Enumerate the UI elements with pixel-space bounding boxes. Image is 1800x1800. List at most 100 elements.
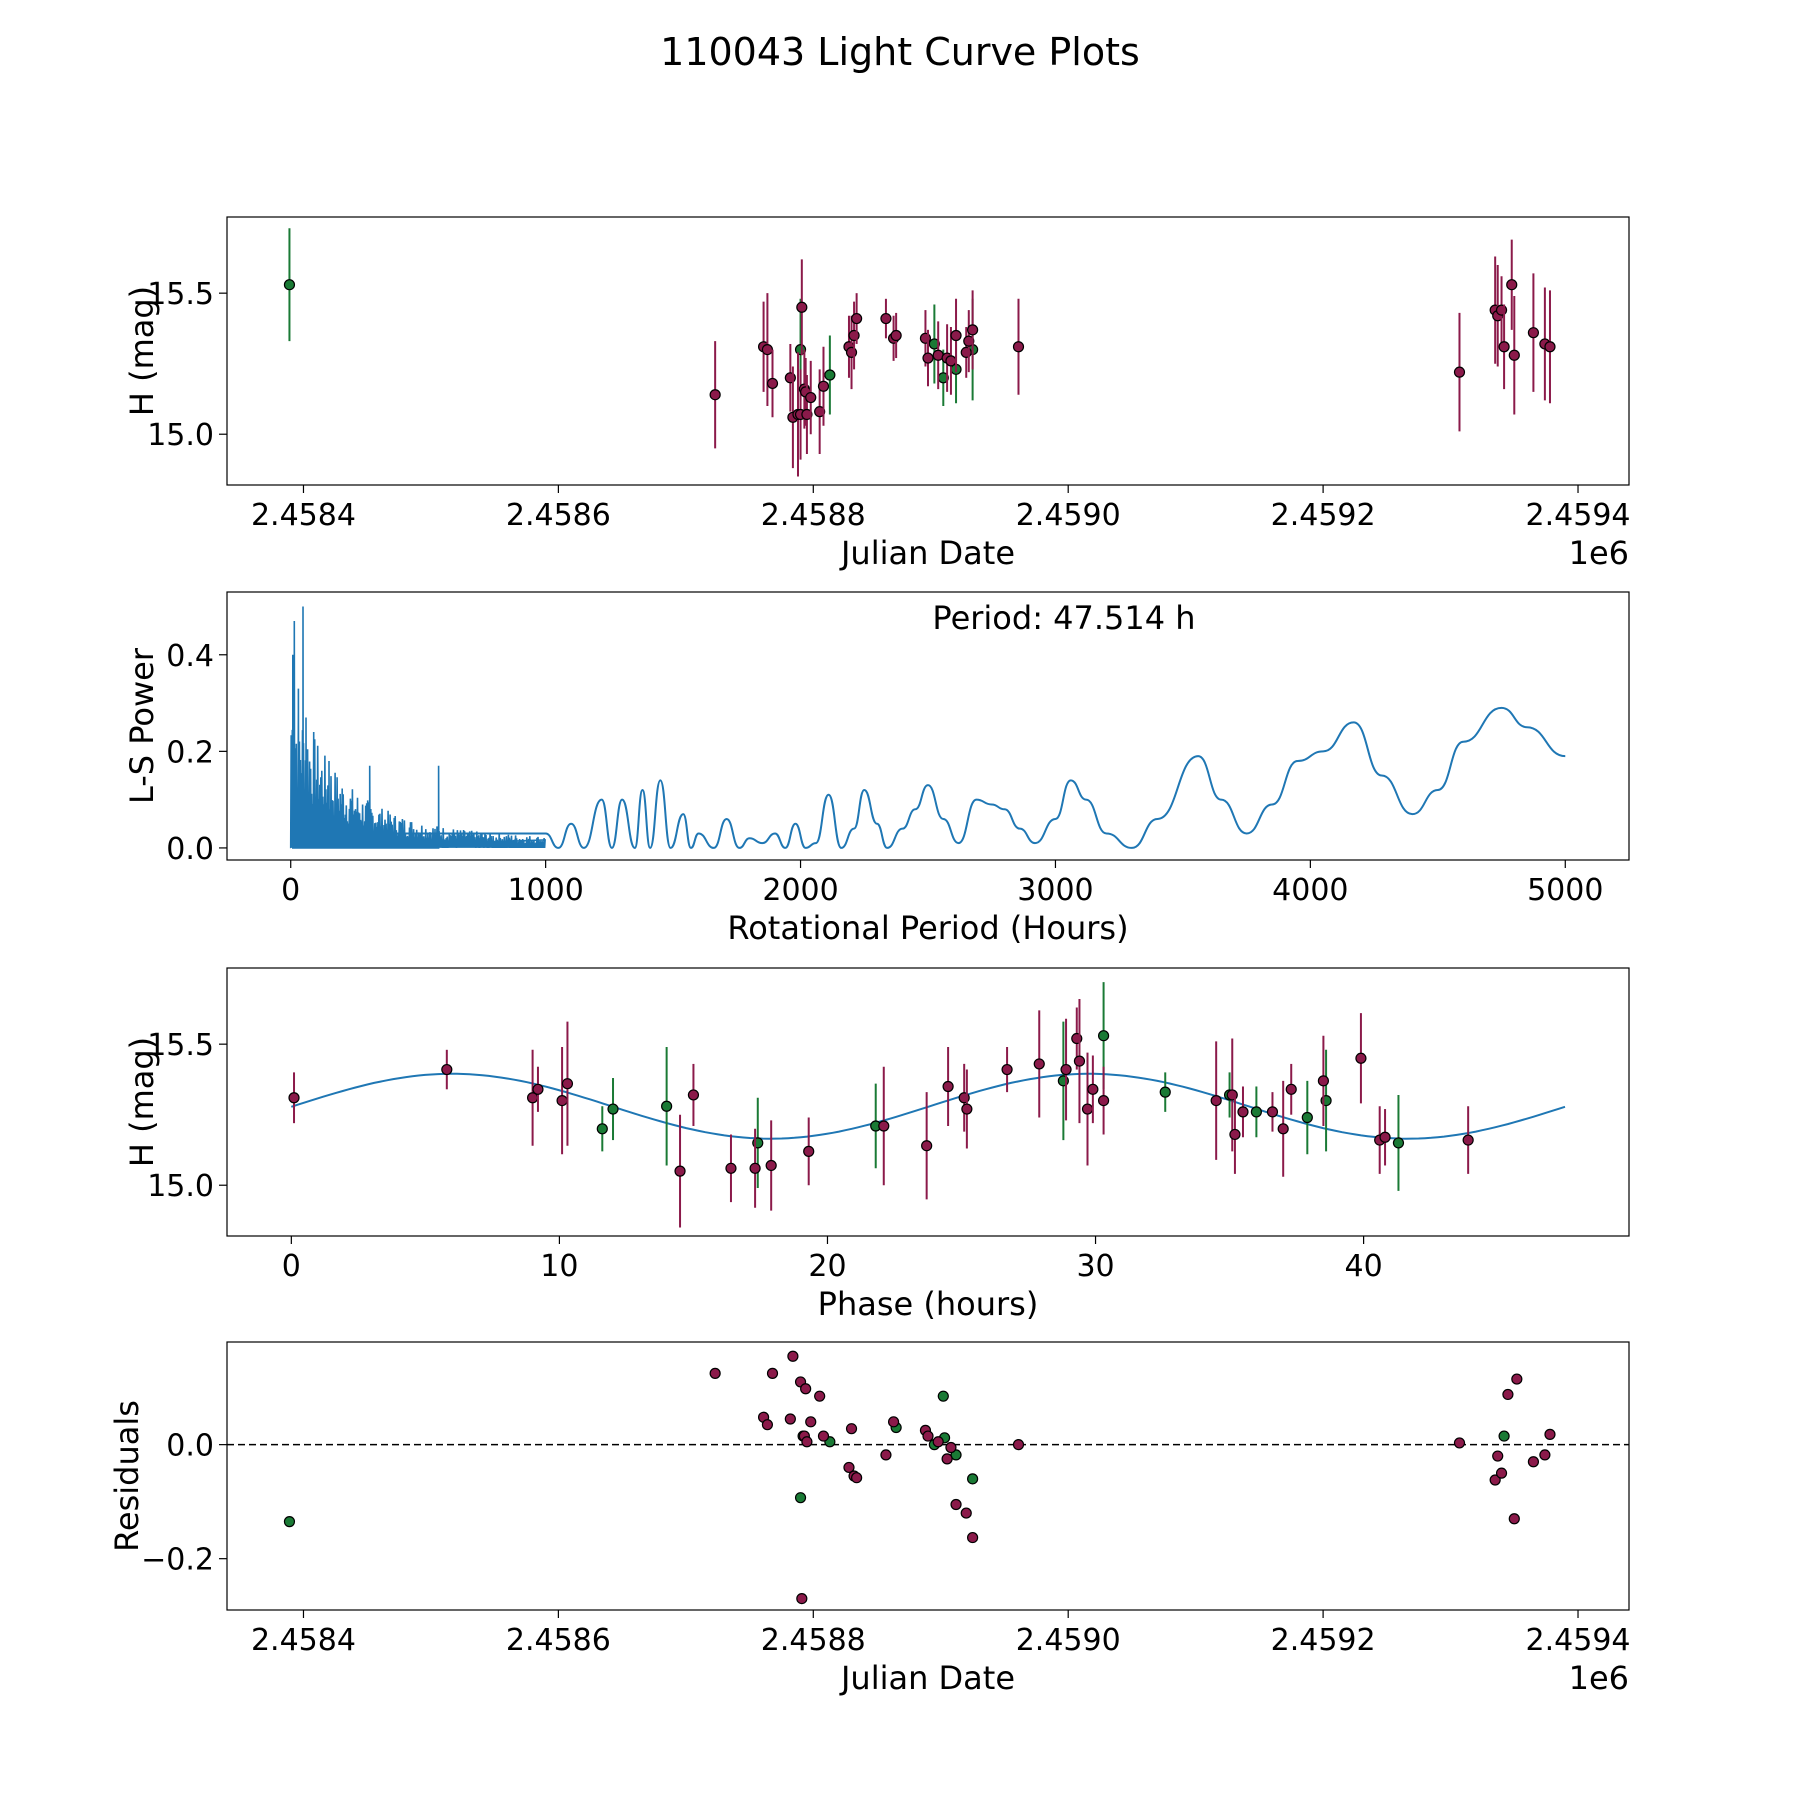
data-point: [1462, 1134, 1474, 1146]
data-point: [851, 1472, 863, 1484]
data-point: [1489, 1474, 1501, 1486]
y-tick-label: 0.0: [166, 1429, 214, 1464]
data-point: [1250, 1106, 1262, 1118]
residuals-offset-label: 1e6: [1569, 1659, 1629, 1697]
data-point: [1229, 1128, 1241, 1141]
data-point: [880, 312, 892, 325]
data-point: [687, 1089, 700, 1101]
data-point: [1277, 1123, 1289, 1135]
data-point: [805, 1416, 817, 1428]
x-tick-label: 0: [281, 873, 300, 908]
lightcurve-panel: 2.4584 2.4586 2.4588 2.4590 2.4592 2.4594 15.0…: [123, 216, 1631, 572]
data-point: [1317, 1075, 1330, 1087]
lightcurve-axes-frame: [226, 216, 1630, 486]
data-point: [1506, 279, 1518, 291]
residuals-xlabel: Julian Date: [839, 1659, 1015, 1697]
phased-xlabel: Phase (hours): [818, 1285, 1039, 1323]
periodogram-panel: 0 1000 2000 3000 4000 5000 0.0 0.2 0.4 Rotational…: [123, 591, 1630, 947]
x-tick-label: 2.4590: [1016, 1623, 1121, 1658]
plots-container: 2.4584 2.4586 2.4588 2.4590 2.4592 2.4594 15.0…: [108, 216, 1631, 1697]
data-point: [1159, 1086, 1171, 1098]
data-point: [1527, 1456, 1540, 1468]
figure-title: 110043 Light Curve Plots: [660, 30, 1140, 74]
x-tick-label: 4000: [1272, 873, 1348, 908]
data-point: [817, 380, 830, 392]
data-point: [674, 1165, 686, 1177]
residuals-ylabel: Residuals: [108, 1400, 146, 1552]
x-tick-label: 3000: [1017, 873, 1093, 908]
data-point: [950, 1498, 962, 1511]
data-point: [796, 301, 808, 313]
data-point: [1266, 1106, 1279, 1118]
data-point: [1073, 1055, 1086, 1067]
data-point: [967, 324, 979, 336]
lightcurve-ylabel: H (mag): [123, 286, 161, 416]
data-point: [1453, 366, 1466, 378]
data-point: [932, 1436, 944, 1448]
y-tick-label: 15.0: [147, 1169, 214, 1204]
data-point: [1355, 1052, 1367, 1064]
data-point: [801, 408, 813, 421]
data-point: [963, 335, 975, 347]
data-point: [967, 1531, 979, 1544]
data-point: [937, 1390, 949, 1402]
data-point: [561, 1078, 574, 1090]
data-point: [1498, 1430, 1510, 1442]
data-point: [1453, 1437, 1466, 1449]
x-tick-label: 2.4584: [251, 1623, 356, 1658]
data-point: [556, 1094, 568, 1107]
data-point: [766, 1367, 779, 1379]
data-point: [596, 1123, 608, 1135]
data-point: [960, 1507, 972, 1519]
data-point: [961, 1103, 973, 1115]
x-tick-label: 2.4594: [1526, 1623, 1631, 1658]
data-point: [814, 406, 826, 418]
x-tick-label: 2.4586: [506, 1623, 611, 1658]
data-point: [1498, 341, 1510, 353]
data-point: [761, 1419, 774, 1431]
data-point: [803, 1145, 815, 1157]
data-point: [1237, 1106, 1249, 1118]
data-point: [1012, 341, 1025, 353]
data-point: [921, 1140, 933, 1152]
data-point: [607, 1103, 619, 1115]
data-point: [709, 389, 721, 401]
x-tick-label: 2.4590: [1016, 498, 1121, 533]
phased-axes-frame: [226, 967, 1630, 1237]
data-point: [817, 1430, 830, 1442]
data-point: [1001, 1063, 1013, 1076]
data-point: [941, 1453, 953, 1465]
data-point: [922, 1430, 934, 1442]
data-point: [967, 1473, 979, 1485]
x-tick-label: 10: [540, 1249, 578, 1284]
data-point: [532, 1083, 544, 1095]
data-point: [814, 1390, 826, 1402]
y-tick-label: 15.5: [147, 1028, 214, 1063]
data-point: [800, 1383, 812, 1395]
data-point: [1379, 1131, 1391, 1143]
data-point: [1081, 1103, 1094, 1115]
data-point: [749, 1162, 761, 1174]
data-point: [880, 1449, 892, 1461]
x-tick-label: 0: [282, 1249, 301, 1284]
period-annotation: Period: 47.514 h: [932, 599, 1195, 637]
data-point: [922, 352, 934, 364]
data-point: [950, 329, 962, 342]
x-tick-label: 2.4594: [1526, 498, 1631, 533]
y-tick-label: −0.2: [141, 1543, 214, 1578]
x-tick-label: 40: [1345, 1249, 1383, 1284]
data-point: [890, 329, 902, 342]
data-point: [765, 1159, 777, 1172]
periodogram-line: [290, 706, 1566, 849]
y-tick-label: 0.0: [166, 832, 214, 867]
x-tick-label: 2.4592: [1271, 498, 1376, 533]
data-point: [843, 1461, 855, 1474]
data-point: [945, 1441, 957, 1454]
data-point: [1508, 1513, 1520, 1525]
x-tick-label: 2.4584: [251, 498, 356, 533]
data-point: [1210, 1094, 1222, 1107]
data-point: [1285, 1083, 1297, 1095]
data-point: [794, 1492, 807, 1504]
residuals-panel: 2.4584 2.4586 2.4588 2.4590 2.4592 2.4594 −0.2…: [108, 1341, 1631, 1697]
x-tick-label: 20: [808, 1249, 846, 1284]
